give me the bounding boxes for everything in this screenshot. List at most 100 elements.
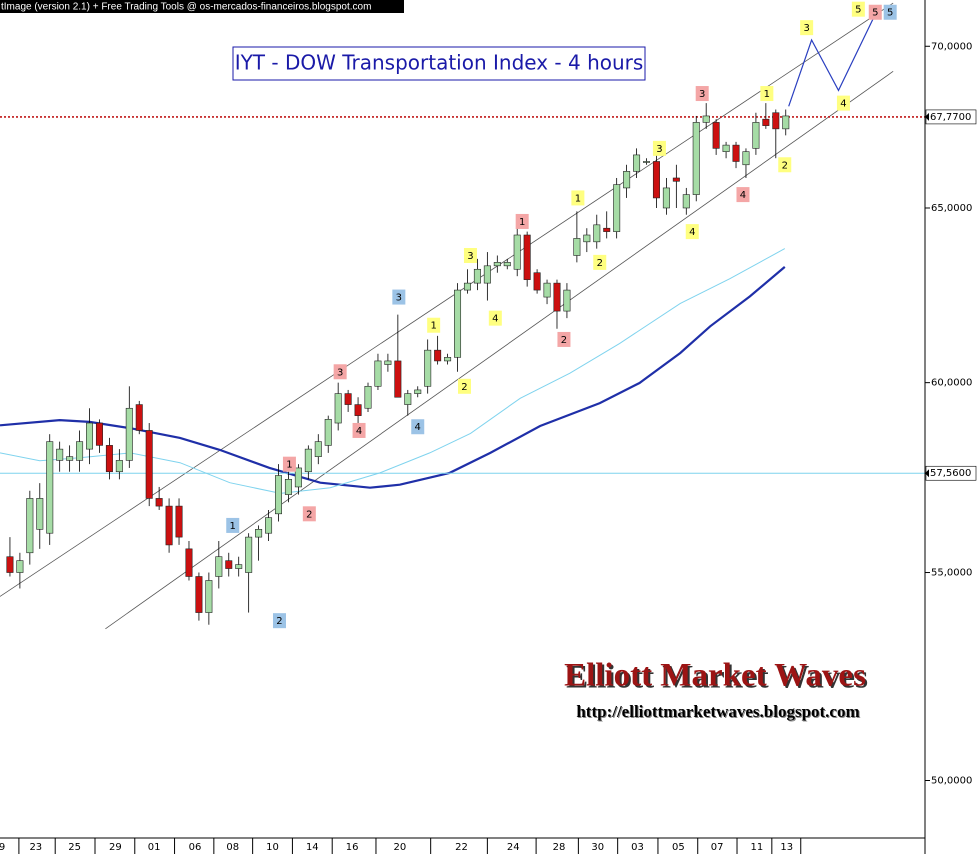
wave-label-box bbox=[760, 86, 774, 102]
wave-label: 3 bbox=[396, 293, 402, 304]
candle-body bbox=[414, 389, 422, 394]
wave-label: 2 bbox=[306, 509, 312, 520]
wave-label: 2 bbox=[276, 616, 282, 627]
candle-body bbox=[483, 265, 491, 284]
candle-body bbox=[672, 177, 680, 182]
wave-label: 5 bbox=[855, 5, 861, 16]
candle-body bbox=[145, 430, 153, 499]
wave-label: 3 bbox=[803, 23, 809, 34]
wave-label-box bbox=[272, 613, 286, 629]
wave-label-box bbox=[851, 1, 865, 17]
x-tick-label: 20 bbox=[393, 842, 406, 853]
x-tick-label: 08 bbox=[226, 842, 239, 853]
candle-body bbox=[185, 548, 193, 577]
wave-label: 3 bbox=[337, 367, 343, 378]
candle-body bbox=[712, 122, 720, 149]
x-tick-label: 25 bbox=[68, 842, 81, 853]
x-tick-label: 22 bbox=[455, 842, 468, 853]
candle-body bbox=[732, 144, 740, 162]
candle-body bbox=[643, 161, 651, 163]
candle-body bbox=[26, 498, 34, 554]
candle-body bbox=[662, 187, 670, 209]
y-tick-label: 60,0000 bbox=[931, 378, 972, 389]
wave-label: 3 bbox=[699, 89, 705, 100]
wave-label-box bbox=[836, 95, 850, 111]
candle-body bbox=[682, 194, 690, 209]
watermark-url-shadow: http://elliottmarketwaves.blogspot.com bbox=[577, 703, 860, 722]
wave-label: 4 bbox=[415, 422, 421, 433]
projection-path bbox=[788, 18, 874, 107]
candle-body bbox=[215, 556, 223, 577]
wave-label-box bbox=[427, 317, 441, 333]
wave-label: 1 bbox=[230, 521, 236, 532]
wave-label: 1 bbox=[764, 89, 770, 100]
candle-body bbox=[115, 460, 123, 473]
candle-body bbox=[613, 184, 621, 232]
candle-body bbox=[503, 262, 511, 267]
candle-body bbox=[56, 448, 64, 461]
candle-body bbox=[334, 393, 342, 424]
candle-body bbox=[692, 122, 700, 195]
wave-label-box bbox=[685, 224, 699, 240]
y-tick-label: 65,0000 bbox=[931, 203, 972, 214]
wave-label: 5 bbox=[887, 8, 893, 19]
wave-label: 1 bbox=[575, 193, 581, 204]
candle-body bbox=[702, 115, 710, 123]
candle-body bbox=[165, 505, 173, 546]
wave-label: 2 bbox=[461, 382, 467, 393]
candle-body bbox=[95, 422, 103, 446]
wave-label-box bbox=[488, 310, 502, 326]
candle-body bbox=[623, 171, 631, 189]
candle-body bbox=[86, 422, 94, 450]
y-tick-label: 70,0000 bbox=[931, 41, 972, 52]
candle-body bbox=[652, 161, 660, 199]
wave-label: 3 bbox=[467, 251, 473, 262]
x-tick-label: 11 bbox=[751, 842, 764, 853]
wave-label: 4 bbox=[840, 99, 846, 110]
wave-label: 2 bbox=[782, 160, 788, 171]
wave-label-box bbox=[695, 86, 709, 102]
header-text: tImage (version 2.1) + Free Trading Tool… bbox=[1, 2, 371, 13]
candle-body bbox=[603, 227, 611, 232]
y-tick-label: 55,0000 bbox=[931, 568, 972, 579]
x-tick-label: 14 bbox=[306, 842, 319, 853]
wave-label: 3 bbox=[656, 144, 662, 155]
wave-label-box bbox=[883, 4, 897, 20]
candle-body bbox=[782, 115, 790, 130]
x-tick-label: 13 bbox=[780, 842, 793, 853]
candle-body bbox=[533, 272, 541, 291]
watermark-title: Elliott Market Waves bbox=[564, 658, 866, 694]
candle-body bbox=[245, 536, 253, 573]
x-tick-label: 29 bbox=[109, 842, 122, 853]
candle-body bbox=[175, 505, 183, 538]
wave-label-box bbox=[226, 517, 240, 533]
wave-label: 2 bbox=[561, 335, 567, 346]
candle-body bbox=[155, 498, 163, 507]
wave-label: 4 bbox=[492, 314, 498, 325]
x-tick-label: 06 bbox=[189, 842, 202, 853]
watermark-url: http://elliottmarketwaves.blogspot.com bbox=[576, 702, 859, 721]
x-tick-label: 30 bbox=[591, 842, 604, 853]
candle-body bbox=[374, 360, 382, 387]
wave-label-box bbox=[736, 187, 750, 203]
candle-body bbox=[6, 556, 14, 573]
candle-body bbox=[633, 154, 641, 172]
wave-label: 4 bbox=[740, 190, 746, 201]
candle-body bbox=[593, 224, 601, 243]
y-tick-label: 50,0000 bbox=[931, 776, 972, 787]
candle-body bbox=[722, 144, 730, 152]
candle-body bbox=[583, 234, 591, 243]
wave-label-box bbox=[302, 506, 316, 522]
candle-body bbox=[434, 349, 442, 362]
wave-label-box bbox=[868, 4, 882, 20]
candle-body bbox=[225, 560, 233, 569]
candle-body bbox=[105, 445, 113, 473]
wave-label-box bbox=[352, 422, 366, 438]
x-tick-label: 9 bbox=[0, 842, 5, 853]
header-bar bbox=[0, 0, 404, 13]
wave-label: 4 bbox=[356, 426, 362, 437]
candle-body bbox=[344, 393, 352, 405]
wave-label-box bbox=[652, 140, 666, 156]
wave-label-box bbox=[392, 289, 406, 305]
